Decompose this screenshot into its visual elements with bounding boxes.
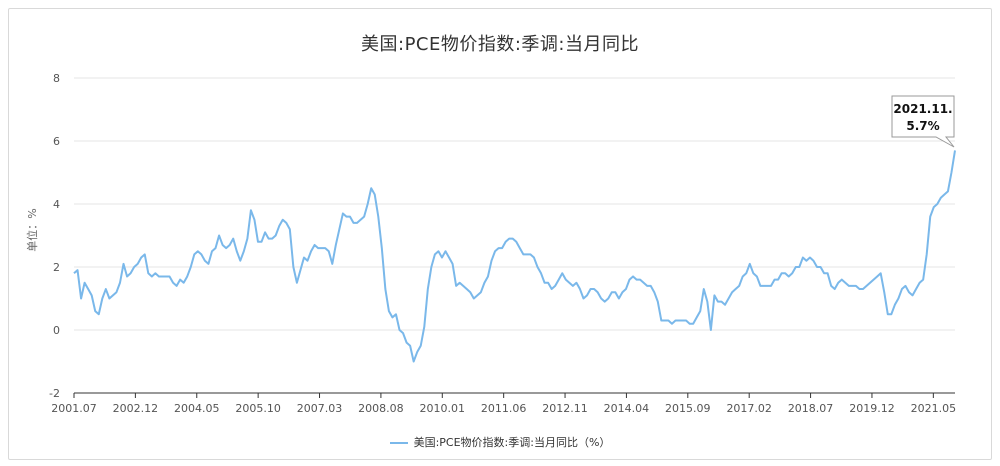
- y-axis-ticks: -2 0 2 4 6 8: [49, 72, 60, 400]
- x-tick-label: 2010.01: [420, 402, 466, 415]
- x-tick-label: 2007.03: [297, 402, 343, 415]
- callout-value: 5.7%: [906, 119, 939, 133]
- x-tick-label: 2012.11: [542, 402, 588, 415]
- x-tick-label: 2008.08: [358, 402, 404, 415]
- chart-legend[interactable]: 美国:PCE物价指数:季调:当月同比（%）: [0, 434, 1000, 450]
- x-tick-label: 2017.02: [726, 402, 772, 415]
- y-tick-label: 6: [53, 135, 60, 148]
- x-tick-label: 2015.09: [665, 402, 711, 415]
- x-tick-label: 2018.07: [788, 402, 834, 415]
- y-tick-label: 4: [53, 198, 60, 211]
- legend-swatch: [389, 442, 408, 444]
- grid-layer: [74, 77, 955, 331]
- x-tick-label: 2002.12: [113, 402, 159, 415]
- latest-value-callout: 2021.11. 5.7%: [891, 95, 955, 148]
- chart-title: 美国:PCE物价指数:季调:当月同比: [361, 34, 639, 55]
- callout-date: 2021.11.: [893, 102, 952, 116]
- y-axis-label: 单位：%: [25, 208, 39, 251]
- x-tick-label: 2019.12: [849, 402, 895, 415]
- x-tick-label: 2005.10: [235, 402, 281, 415]
- chart-frame: [8, 8, 992, 460]
- x-tick-label: 2001.07: [51, 402, 97, 415]
- y-tick-label: 2: [53, 261, 60, 274]
- series-line-pce-yoy: [73, 150, 956, 363]
- x-axis-ticks: 2001.07 2002.12 2004.05 2005.10 2007.03 2008.…: [51, 393, 956, 415]
- legend-label: 美国:PCE物价指数:季调:当月同比（%）: [413, 436, 611, 449]
- x-tick-label: 2014.04: [604, 402, 650, 415]
- x-tick-label: 2011.06: [481, 402, 527, 415]
- y-tick-label: -2: [49, 387, 60, 400]
- y-tick-label: 8: [53, 72, 60, 85]
- x-tick-label: 2021.05: [911, 402, 957, 415]
- series-layer: [73, 150, 956, 363]
- x-tick-label: 2004.05: [174, 402, 220, 415]
- y-tick-label: 0: [53, 324, 60, 337]
